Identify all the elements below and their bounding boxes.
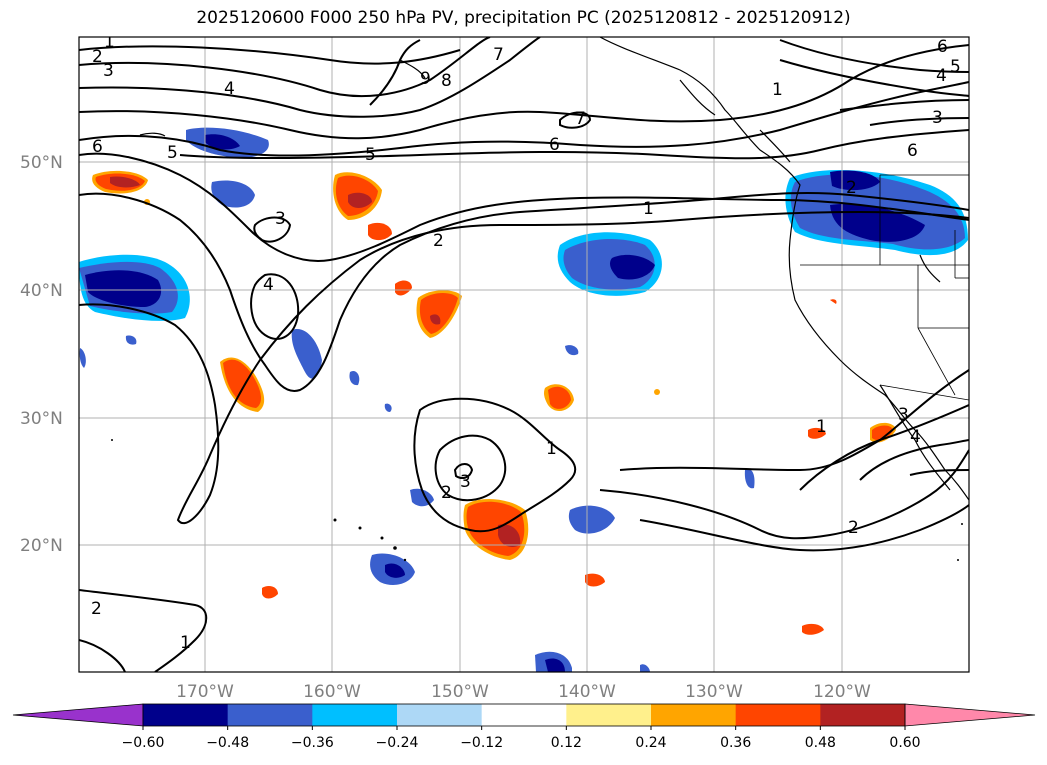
lat-label: 50°N [20,153,63,173]
contour-label: 6 [549,135,560,155]
pv-contours [79,37,969,672]
contour-label: 4 [936,66,947,86]
contour-label: 1 [772,80,783,100]
colorbar-segment [312,704,398,726]
map-frame [78,36,970,673]
contour-label: 2 [433,231,444,251]
contour-label: 1 [180,633,191,653]
lat-label: 40°N [20,281,63,301]
contour-label: 2 [848,518,859,538]
colorbar-tick-label: −0.36 [291,735,334,751]
contour-label: 7 [575,109,586,129]
contour-label: 4 [263,275,274,295]
contour-label: 6 [92,137,103,157]
contour-label: 5 [950,57,961,77]
colorbar-tick-label: 0.60 [889,735,920,751]
colorbar-tick-label: −0.48 [206,735,249,751]
colorbar-tick-label: −0.60 [122,735,165,751]
contour-label: 1 [643,199,654,219]
precip-negative-areas [79,127,968,672]
contour-label: 6 [937,37,948,57]
colorbar-tick-label: 0.24 [635,735,666,751]
lon-label: 160°W [303,682,361,702]
contour-label: 1 [816,417,827,437]
colorbar-segment [735,704,821,726]
contour-label: 6 [907,141,918,161]
colorbar-extend-high [904,703,1036,727]
colorbar-tick-label: −0.24 [376,735,419,751]
lat-label: 20°N [20,536,63,556]
contour-label: 5 [365,145,376,165]
colorbar-segment [397,704,483,726]
lon-label: 120°W [813,682,871,702]
contour-label: 9 [420,69,431,89]
lon-label: 170°W [176,682,234,702]
lon-label: 150°W [431,682,489,702]
contour-label: 3 [898,405,909,425]
contour-label: 3 [275,209,286,229]
contour-label: 3 [932,108,943,128]
contour-label: 5 [167,143,178,163]
colorbar-tick-label: 0.36 [720,735,751,751]
colorbar-tick-label: 0.48 [805,735,836,751]
colorbar-segment [566,704,652,726]
colorbar-tick-label: 0.12 [551,735,582,751]
colorbar-segment [651,704,737,726]
colorbar-extend-low [12,703,144,727]
precip-positive-areas [92,170,896,635]
lon-label: 140°W [558,682,616,702]
contour-label: 2 [91,599,102,619]
lat-label: 30°N [20,409,63,429]
contour-label: 4 [910,427,921,447]
colorbar-segment [143,704,229,726]
contour-label: 2 [441,483,452,503]
contour-label: 3 [103,61,114,81]
contour-label: 2 [92,47,103,67]
contour-label: 4 [224,79,235,99]
lon-label: 130°W [685,682,743,702]
contour-label: 1 [104,32,115,52]
contour-label: 1 [546,439,557,459]
contour-label: 8 [441,71,452,91]
colorbar-segment [481,704,567,726]
contour-label: 7 [493,45,504,65]
latitude-labels: 50°N 40°N 30°N 20°N [20,153,63,556]
colorbar-segment [227,704,313,726]
longitude-labels: 170°W 160°W 150°W 140°W 130°W 120°W [176,682,871,702]
colorbar-outline [142,703,906,727]
contour-label: 2 [846,178,857,198]
map-title: 2025120600 F000 250 hPa PV, precipitatio… [196,8,851,28]
colorbar-tick-label: −0.12 [460,735,503,751]
contour-labels: 1 2 3 4 5 6 7 8 9 6 5 4 7 6 5 6 3 3 4 2 … [91,32,961,653]
colorbar-segment [820,704,906,726]
islands [111,439,963,562]
colorbar: −0.60 −0.48 −0.36 −0.24 −0.12 0.12 0.24 0.36 0.4… [12,703,1036,751]
contour-label: 3 [460,472,471,492]
coastlines [139,37,969,501]
